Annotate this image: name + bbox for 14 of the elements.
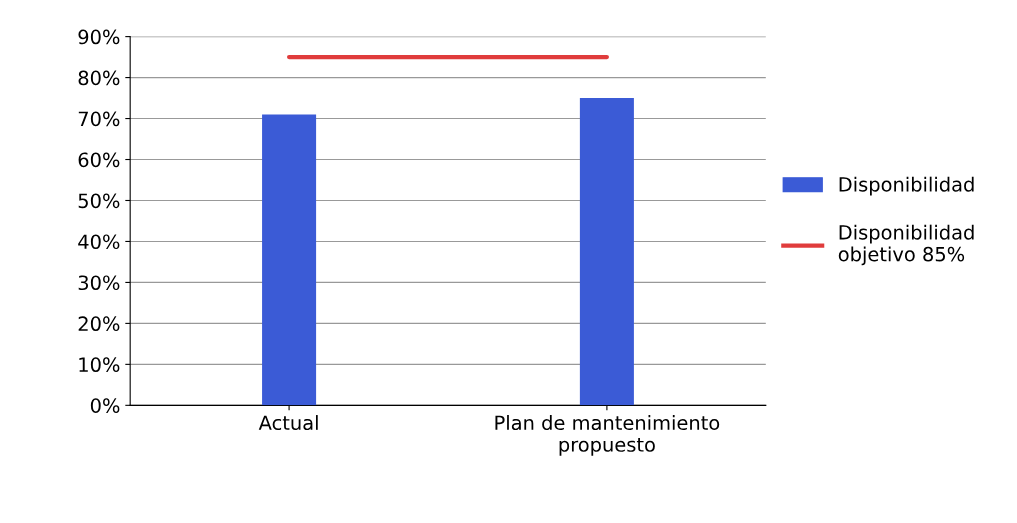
y-tick-label: 40% bbox=[78, 234, 120, 250]
y-tick-label: 90% bbox=[78, 29, 120, 45]
legend-label: Disponibilidad bbox=[839, 176, 974, 196]
x-tick-label: Plan de mantenimiento propuesto bbox=[495, 415, 720, 456]
y-tick-label: 20% bbox=[78, 316, 120, 332]
y-tick-label: 10% bbox=[79, 357, 120, 373]
y-tick-label: 60% bbox=[78, 152, 120, 168]
y-tick-label: 50% bbox=[78, 193, 120, 209]
y-tick-label: 70% bbox=[78, 111, 120, 127]
y-tick-label: 30% bbox=[78, 275, 120, 291]
y-tick-label: 0% bbox=[90, 398, 120, 413]
legend-label: Disponibilidad objetivo 85% bbox=[838, 224, 974, 266]
y-tick-label: 80% bbox=[78, 70, 120, 86]
x-tick-label: Actual bbox=[258, 415, 318, 431]
